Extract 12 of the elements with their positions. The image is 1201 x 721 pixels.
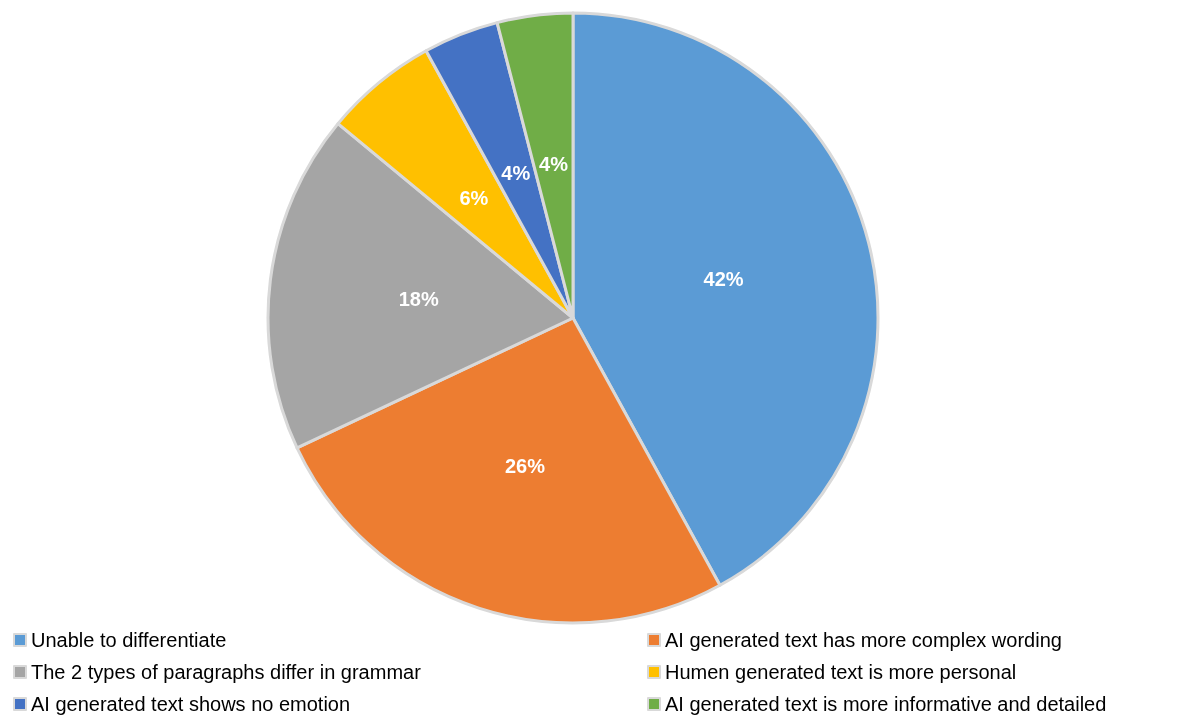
legend-label: AI generated text shows no emotion [31, 693, 351, 715]
legend-label: Unable to differentiate [31, 629, 227, 651]
data-label: 18% [398, 287, 439, 310]
data-label: 42% [703, 268, 744, 291]
legend-label: AI generated text has more complex wording [665, 629, 1062, 651]
data-label: 4% [539, 152, 569, 175]
data-label: 4% [501, 162, 531, 185]
data-label: 6% [459, 187, 489, 210]
legend-label: AI generated text is more informative and detailed [665, 693, 1107, 715]
legend-label: Humen generated text is more personal [665, 661, 1017, 683]
legend-label: The 2 types of paragraphs differ in grammar [31, 661, 422, 683]
data-label: 26% [504, 454, 546, 477]
